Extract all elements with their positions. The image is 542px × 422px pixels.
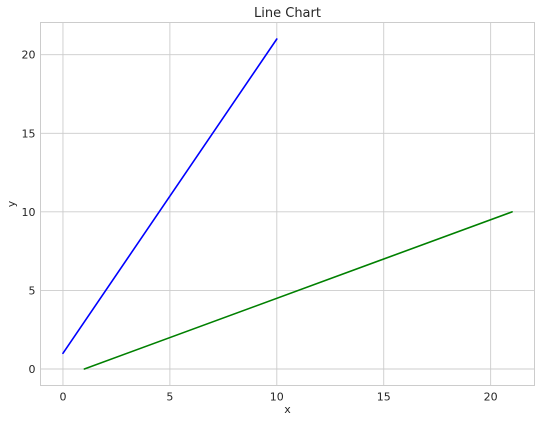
x-tick-label: 0: [59, 391, 66, 404]
x-tick-label: 15: [377, 391, 391, 404]
y-tick-label: 5: [29, 284, 36, 297]
y-axis-label: y: [5, 200, 18, 207]
x-axis-label: x: [284, 403, 291, 416]
y-grid: [40, 54, 535, 370]
x-tick-labels: 0 5 10 15 20: [59, 391, 497, 404]
chart-title: Line Chart: [254, 6, 321, 21]
x-tick-label: 5: [166, 391, 173, 404]
y-tick-label: 10: [22, 206, 36, 219]
series-line-1: [62, 38, 278, 355]
y-tick-label: 15: [22, 127, 36, 140]
series-line-2: [83, 211, 513, 370]
x-grid: [62, 22, 492, 386]
y-tick-labels: 0 5 10 15 20: [22, 49, 36, 376]
y-tick-label: 0: [29, 363, 36, 376]
x-tick-label: 20: [484, 391, 498, 404]
series-layer: [62, 38, 513, 370]
plot-area: [40, 22, 535, 386]
y-tick-label: 20: [22, 49, 36, 62]
x-tick-label: 10: [270, 391, 284, 404]
